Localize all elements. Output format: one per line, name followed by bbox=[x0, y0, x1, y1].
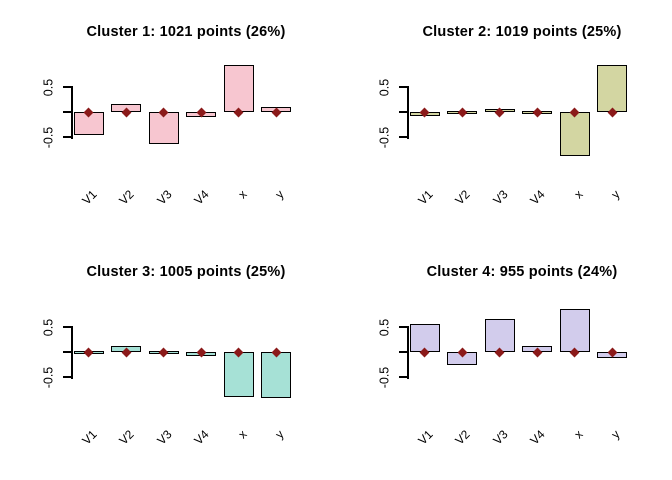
x-axis-label-y: y bbox=[608, 187, 623, 202]
panel-cluster-4: Cluster 4: 955 points (24%) 0.5 -0.5 V1 V2 V… bbox=[336, 240, 672, 480]
y-axis-tick bbox=[63, 111, 72, 113]
x-axis-label-V2: V2 bbox=[452, 427, 473, 448]
x-axis-label-V1: V1 bbox=[414, 187, 436, 208]
x-axis-label-V3: V3 bbox=[153, 187, 175, 208]
y-axis-tick bbox=[63, 376, 72, 378]
y-axis-tick bbox=[63, 86, 72, 88]
x-axis-label-x: x bbox=[234, 187, 250, 202]
center-marker-V4 bbox=[532, 107, 542, 117]
plot-area-cluster-2: 0.5 -0.5 V1 V2 V3 V4 x y bbox=[336, 0, 672, 240]
y-axis-tick bbox=[399, 111, 408, 113]
x-axis-label-V2: V2 bbox=[452, 187, 473, 208]
y-tick-label: 0.5 bbox=[41, 318, 56, 336]
bar-x bbox=[223, 352, 254, 397]
y-tick-label: -0.5 bbox=[41, 366, 56, 388]
x-axis-label-V1: V1 bbox=[78, 427, 100, 448]
bar-x bbox=[559, 308, 590, 352]
x-axis-label-V2: V2 bbox=[116, 187, 137, 208]
plot-area-cluster-1: 0.5 -0.5 V1 V2 V3 V4 x y bbox=[0, 0, 336, 240]
y-axis-tick bbox=[63, 326, 72, 328]
x-axis-label-V4: V4 bbox=[191, 427, 212, 448]
y-tick-label: 0.5 bbox=[377, 78, 392, 96]
panel-cluster-2: Cluster 2: 1019 points (25%) 0.5 -0.5 V1 V2… bbox=[336, 0, 672, 240]
y-axis-tick bbox=[399, 86, 408, 88]
center-marker-V2 bbox=[457, 107, 467, 117]
y-tick-label: -0.5 bbox=[41, 126, 56, 148]
x-axis-label-x: x bbox=[570, 427, 586, 442]
y-axis-tick bbox=[399, 326, 408, 328]
panel-title: Cluster 1: 1021 points (26%) bbox=[86, 24, 286, 40]
plot-area-cluster-4: 0.5 -0.5 V1 V2 V3 V4 x y bbox=[336, 240, 672, 480]
panel-title: Cluster 4: 955 points (24%) bbox=[426, 264, 618, 280]
x-axis-label-V3: V3 bbox=[153, 427, 175, 448]
x-axis-label-V3: V3 bbox=[489, 187, 511, 208]
panel-title: Cluster 2: 1019 points (25%) bbox=[422, 24, 622, 40]
center-marker-V3 bbox=[158, 347, 169, 357]
y-tick-label: -0.5 bbox=[377, 126, 392, 148]
x-axis-label-y: y bbox=[272, 187, 287, 202]
bar-x bbox=[559, 112, 590, 156]
x-axis-label-x: x bbox=[234, 427, 250, 442]
y-axis-tick bbox=[399, 136, 408, 138]
x-axis-label-V1: V1 bbox=[414, 427, 436, 448]
y-axis-tick bbox=[63, 351, 72, 353]
x-axis-label-x: x bbox=[570, 187, 586, 202]
x-axis-label-y: y bbox=[272, 427, 287, 442]
bar-y bbox=[597, 64, 627, 112]
y-axis-tick bbox=[399, 376, 408, 378]
y-tick-label: -0.5 bbox=[377, 366, 392, 388]
x-axis-label-V4: V4 bbox=[527, 427, 548, 448]
x-axis-label-y: y bbox=[608, 427, 623, 442]
plot-area-cluster-3: 0.5 -0.5 V1 V2 V3 V4 x y bbox=[0, 240, 336, 480]
x-axis-label-V3: V3 bbox=[489, 427, 511, 448]
bar-y bbox=[261, 352, 291, 398]
center-marker-V1 bbox=[83, 347, 94, 357]
y-tick-label: 0.5 bbox=[377, 318, 392, 336]
x-axis-label-V4: V4 bbox=[527, 187, 548, 208]
x-axis-label-V2: V2 bbox=[116, 427, 137, 448]
y-tick-label: 0.5 bbox=[41, 78, 56, 96]
panel-title: Cluster 3: 1005 points (25%) bbox=[86, 264, 286, 280]
x-axis-label-V1: V1 bbox=[78, 187, 100, 208]
y-axis-tick bbox=[63, 136, 72, 138]
panel-cluster-1: Cluster 1: 1021 points (26%) 0.5 -0.5 V1 V2… bbox=[0, 0, 336, 240]
panel-cluster-3: Cluster 3: 1005 points (25%) 0.5 -0.5 V1 V2… bbox=[0, 240, 336, 480]
x-axis-label-V4: V4 bbox=[191, 187, 212, 208]
bar-x bbox=[223, 64, 254, 112]
y-axis-tick bbox=[399, 351, 408, 353]
